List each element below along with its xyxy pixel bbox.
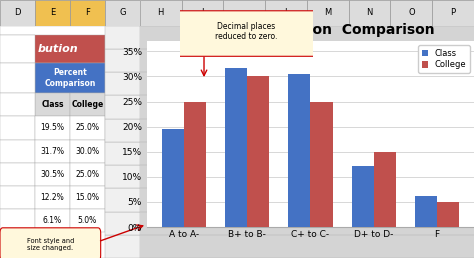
Bar <box>105 235 140 258</box>
Bar <box>391 0 432 26</box>
Bar <box>105 142 140 165</box>
Bar <box>223 0 265 26</box>
Bar <box>0 186 35 209</box>
Text: E: E <box>50 9 55 17</box>
Bar <box>105 212 140 235</box>
Bar <box>0 116 35 140</box>
Text: Decimal places
reduced to zero.: Decimal places reduced to zero. <box>215 21 278 41</box>
Bar <box>140 0 182 26</box>
Bar <box>0 0 35 26</box>
FancyBboxPatch shape <box>175 11 318 56</box>
Bar <box>162 129 184 227</box>
Bar <box>105 72 140 95</box>
Text: Percent
Comparison: Percent Comparison <box>44 68 96 88</box>
Bar <box>288 74 310 227</box>
Text: 15.0%: 15.0% <box>75 193 100 202</box>
Bar <box>105 0 140 26</box>
Bar <box>184 102 206 227</box>
Bar <box>352 166 374 227</box>
Bar <box>70 116 105 140</box>
Bar <box>0 163 35 186</box>
Bar <box>0 93 35 116</box>
Bar <box>182 0 223 26</box>
Bar <box>307 0 349 26</box>
Bar <box>349 0 391 26</box>
Bar <box>0 35 105 63</box>
Bar <box>437 202 459 227</box>
Bar <box>70 163 105 186</box>
Text: 25.0%: 25.0% <box>75 124 100 132</box>
Text: I: I <box>201 9 204 17</box>
Bar <box>70 186 105 209</box>
Bar <box>0 232 35 258</box>
FancyBboxPatch shape <box>0 228 100 258</box>
Text: G: G <box>119 9 126 17</box>
Text: 30.0%: 30.0% <box>75 147 100 156</box>
Text: 5.0%: 5.0% <box>78 216 97 225</box>
Bar <box>70 209 105 232</box>
Bar <box>0 209 35 232</box>
Bar <box>310 102 333 227</box>
Text: bution: bution <box>38 44 78 54</box>
Bar <box>35 93 70 116</box>
Bar <box>105 26 140 49</box>
Bar <box>105 188 140 212</box>
Bar <box>105 49 140 72</box>
Text: 25.0%: 25.0% <box>75 170 100 179</box>
Text: F: F <box>85 9 90 17</box>
Text: College: College <box>71 100 103 109</box>
Bar <box>415 196 437 227</box>
Text: D: D <box>14 9 21 17</box>
Bar <box>35 0 70 26</box>
Bar <box>247 76 269 227</box>
Bar <box>374 152 396 227</box>
Text: P: P <box>451 9 456 17</box>
Text: O: O <box>408 9 415 17</box>
Text: Class: Class <box>41 100 64 109</box>
Bar <box>35 63 105 93</box>
Bar <box>70 0 105 26</box>
Bar <box>35 163 70 186</box>
Bar <box>105 95 140 119</box>
Text: 6.1%: 6.1% <box>43 216 62 225</box>
Bar <box>35 186 70 209</box>
Text: H: H <box>157 9 164 17</box>
Legend: Class, College: Class, College <box>418 45 470 72</box>
Bar <box>0 63 35 93</box>
Title: Grade Distribution  Comparison: Grade Distribution Comparison <box>187 23 434 37</box>
Text: 12.2%: 12.2% <box>41 193 64 202</box>
Bar <box>0 35 35 63</box>
Text: M: M <box>324 9 331 17</box>
Text: 31.7%: 31.7% <box>40 147 64 156</box>
Bar <box>105 165 140 188</box>
Bar <box>105 119 140 142</box>
Bar <box>265 0 307 26</box>
Text: N: N <box>366 9 373 17</box>
Bar <box>0 140 35 163</box>
Bar <box>225 68 247 227</box>
Text: 19.5%: 19.5% <box>40 124 64 132</box>
Bar <box>70 140 105 163</box>
Bar <box>70 93 105 116</box>
Bar <box>35 209 70 232</box>
Text: L: L <box>284 9 288 17</box>
Bar <box>432 0 474 26</box>
Bar <box>35 116 70 140</box>
Bar <box>35 140 70 163</box>
Text: 30.5%: 30.5% <box>40 170 64 179</box>
Text: Font style and
size changed.: Font style and size changed. <box>27 238 74 251</box>
